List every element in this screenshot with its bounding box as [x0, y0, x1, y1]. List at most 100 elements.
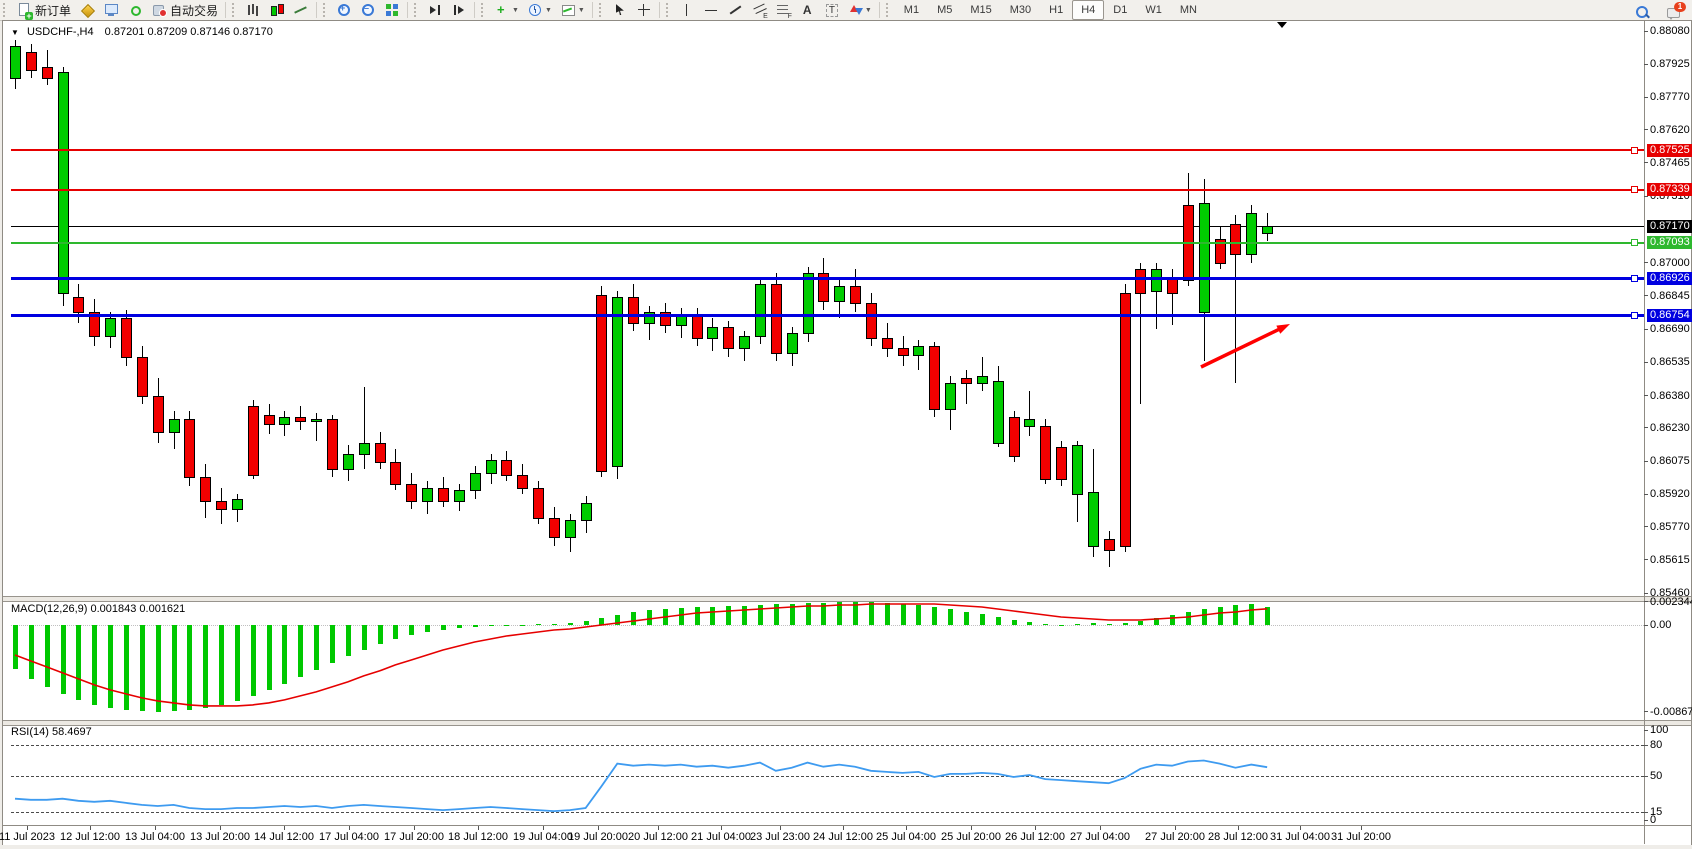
time-tick-label: 19 Jul 20:00	[568, 831, 628, 843]
candle-up	[945, 382, 957, 410]
time-tick	[220, 826, 221, 830]
templates-button[interactable]: ▼	[556, 0, 589, 20]
time-tick	[478, 826, 479, 830]
text-label-button[interactable]	[819, 0, 843, 20]
candle-down	[247, 406, 259, 477]
candle-up	[580, 502, 592, 522]
candle-up	[612, 296, 624, 468]
candle-down	[184, 419, 196, 479]
price-tick-label: 0.86075	[1650, 455, 1690, 468]
autotrading-button[interactable]: 自动交易	[147, 0, 222, 20]
candle-down	[1135, 269, 1147, 294]
horizontal-line-object[interactable]	[11, 188, 1644, 191]
price-tick	[1644, 460, 1648, 462]
tf-m30[interactable]: M30	[1001, 0, 1040, 20]
chart-window-button[interactable]	[99, 0, 123, 20]
annotation-arrow[interactable]	[1200, 326, 1283, 369]
current-price-line[interactable]	[11, 225, 1644, 227]
chart-shift-marker[interactable]	[1277, 22, 1287, 28]
line-handle[interactable]	[1631, 311, 1638, 319]
line-handle[interactable]	[1631, 146, 1638, 154]
horizontal-line-icon	[703, 2, 719, 18]
periods-button-dropdown-icon[interactable]: ▼	[544, 6, 552, 14]
crosshair-button[interactable]	[632, 0, 656, 20]
macd-histogram-bar	[456, 625, 462, 628]
candlestick-chart-icon	[269, 2, 285, 18]
horizontal-line-object[interactable]	[11, 277, 1644, 281]
trendline-button[interactable]	[723, 0, 747, 20]
equidistant-channel-button[interactable]	[747, 0, 771, 20]
bar-chart-button[interactable]	[241, 0, 265, 20]
macd-histogram-bar	[314, 625, 320, 670]
tf-m1[interactable]: M1	[895, 0, 928, 20]
macd-histogram-bar	[1154, 618, 1160, 625]
search-button[interactable]	[1630, 2, 1654, 22]
time-axis[interactable]: 11 Jul 2023 12 Jul 12:00 13 Jul 04:00 13 Ju…	[0, 825, 1691, 845]
candle-down	[136, 357, 148, 397]
symbol-dropdown-icon[interactable]: ▼	[11, 28, 19, 37]
candle-down	[1040, 425, 1052, 481]
price-tick-label: 0.87000	[1650, 256, 1690, 269]
toolbar-grip	[885, 3, 891, 17]
price-tick	[1644, 30, 1648, 32]
fibonacci-button[interactable]	[771, 0, 795, 20]
zoom-out-button[interactable]	[356, 0, 380, 20]
time-tick	[27, 826, 28, 830]
zoom-in-button[interactable]	[332, 0, 356, 20]
candle-up	[834, 286, 846, 303]
line-chart-button[interactable]	[289, 0, 313, 20]
templates-button-dropdown-icon[interactable]: ▼	[577, 6, 585, 14]
horizontal-line-button[interactable]	[699, 0, 723, 20]
candle-up	[453, 490, 465, 502]
panel-splitter-rsi[interactable]	[3, 720, 1691, 726]
auto-scroll-button[interactable]	[423, 0, 447, 20]
signals-button[interactable]	[123, 0, 147, 20]
periods-button[interactable]: ▼	[523, 0, 556, 20]
tile-windows-button[interactable]	[380, 0, 404, 20]
tf-m5[interactable]: M5	[928, 0, 961, 20]
tf-h1[interactable]: H1	[1040, 0, 1072, 20]
price-tick	[1644, 427, 1648, 429]
tf-h4[interactable]: H4	[1072, 0, 1105, 20]
candle-up	[564, 520, 576, 539]
candle-down	[390, 462, 402, 485]
candle-down	[1103, 539, 1115, 552]
tf-mn[interactable]: MN	[1171, 0, 1206, 20]
vertical-line-button[interactable]	[675, 0, 699, 20]
time-tick	[349, 826, 350, 830]
macd-histogram-bar	[1170, 615, 1176, 625]
tf-m15[interactable]: M15	[961, 0, 1000, 20]
price-tick	[1644, 295, 1648, 297]
horizontal-line-object[interactable]	[11, 149, 1644, 152]
candle-wick	[1140, 262, 1142, 405]
tf-d1[interactable]: D1	[1104, 0, 1136, 20]
text-button[interactable]	[795, 0, 819, 20]
macd-histogram-bar	[964, 612, 969, 625]
candle-up	[231, 498, 243, 511]
horizontal-line-object[interactable]	[11, 241, 1644, 244]
cursor-button[interactable]	[608, 0, 632, 20]
indicators-button-dropdown-icon[interactable]: ▼	[512, 6, 519, 14]
macd-histogram-bar	[282, 625, 288, 684]
indicators-button[interactable]: ▼	[490, 0, 523, 20]
horizontal-line-object[interactable]	[11, 313, 1644, 317]
line-handle[interactable]	[1631, 239, 1638, 247]
line-handle[interactable]	[1631, 275, 1638, 283]
rsi-scale-label: 80	[1650, 739, 1663, 751]
candlestick-chart-button[interactable]	[265, 0, 289, 20]
tf-w1[interactable]: W1	[1136, 0, 1171, 20]
candle-up	[1151, 269, 1163, 292]
chat-button[interactable]: 1	[1662, 2, 1686, 22]
price-tick-label: 0.86230	[1650, 421, 1690, 434]
line-handle[interactable]	[1631, 186, 1638, 194]
price-tick	[1644, 328, 1648, 330]
arrows-button-dropdown-icon[interactable]: ▼	[864, 6, 872, 14]
candle-down	[25, 52, 37, 71]
arrows-button[interactable]: ▼	[843, 0, 876, 20]
price-tick	[1644, 262, 1648, 264]
new-order-button[interactable]: 新订单	[12, 0, 75, 20]
chart-shift-button[interactable]	[447, 0, 471, 20]
editor-button[interactable]	[75, 0, 99, 20]
macd-histogram-bar	[853, 601, 859, 625]
panel-splitter-macd[interactable]	[3, 596, 1691, 602]
